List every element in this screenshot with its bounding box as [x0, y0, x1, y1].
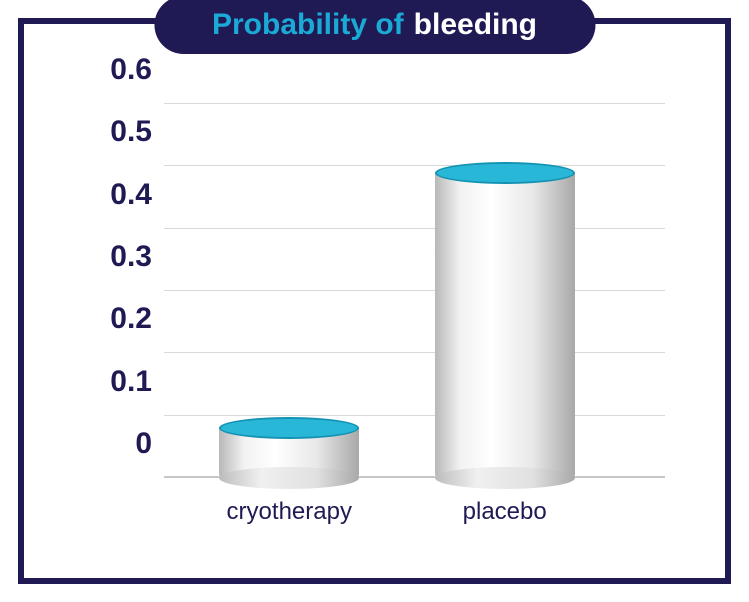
bar-bottom-cap	[219, 467, 359, 489]
bar-cryotherapy: cryotherapy	[219, 428, 359, 478]
plot-region: 00.10.20.30.40.50.6cryotherapyplacebo	[164, 104, 665, 478]
gridline	[164, 415, 665, 416]
chart-title-secondary: bleeding	[414, 8, 537, 42]
bar-placebo: placebo	[435, 173, 575, 478]
gridline	[164, 165, 665, 166]
bar-body	[435, 173, 575, 478]
chart-title-accent: Probability of	[212, 8, 404, 42]
chart-area: 00.10.20.30.40.50.6cryotherapyplacebo	[84, 104, 685, 518]
ytick-label: 0.3	[92, 240, 152, 274]
ytick-label: 0.4	[92, 178, 152, 212]
bar-top-cap	[435, 162, 575, 184]
xlabel: cryotherapy	[227, 498, 352, 526]
ytick-label: 0.5	[92, 115, 152, 149]
ytick-label: 0.1	[92, 365, 152, 399]
gridline	[164, 290, 665, 291]
ytick-label: 0.6	[92, 53, 152, 87]
gridline	[164, 103, 665, 104]
xlabel: placebo	[463, 498, 547, 526]
chart-frame: Probability of bleeding 00.10.20.30.40.5…	[18, 18, 731, 584]
ytick-label: 0	[92, 427, 152, 461]
gridline	[164, 228, 665, 229]
gridline	[164, 352, 665, 353]
chart-title-pill: Probability of bleeding	[154, 0, 595, 54]
bar-bottom-cap	[435, 467, 575, 489]
ytick-label: 0.2	[92, 302, 152, 336]
